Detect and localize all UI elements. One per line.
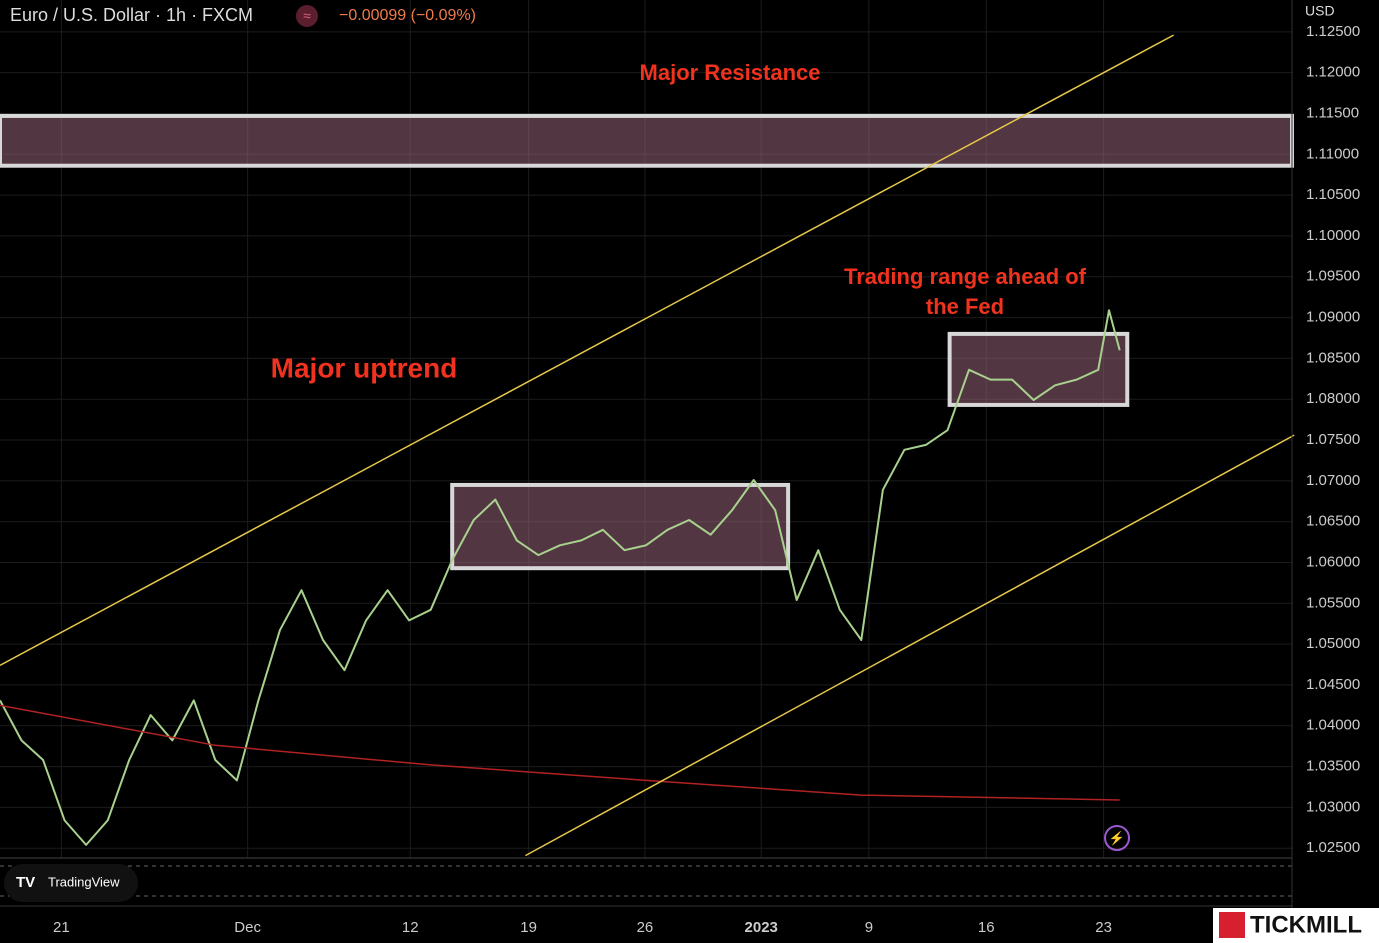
- y-tick-label: 1.07500: [1306, 431, 1360, 448]
- y-tick-label: 1.03000: [1306, 798, 1360, 815]
- moving-average: [0, 704, 1120, 801]
- tradingview-logo: TV: [16, 874, 35, 891]
- y-tick-label: 1.11500: [1306, 104, 1359, 121]
- tickmill-logo: [1219, 912, 1245, 938]
- y-tick-label: 1.08500: [1306, 349, 1360, 366]
- y-tick-label: 1.12000: [1306, 64, 1360, 81]
- grid: [0, 0, 1292, 858]
- y-tick-label: 1.12500: [1306, 23, 1360, 40]
- lightning-button[interactable]: [1104, 825, 1130, 851]
- annotation: the Fed: [926, 294, 1004, 319]
- x-tick-label: 12: [402, 919, 419, 936]
- x-tick-label: 16: [978, 919, 995, 936]
- y-tick-label: 1.04000: [1306, 717, 1360, 734]
- x-tick-label: 9: [865, 919, 873, 936]
- x-tick-label: 26: [637, 919, 654, 936]
- tickmill-text: TICKMILL: [1250, 911, 1362, 938]
- y-tick-label: 1.11000: [1306, 145, 1359, 162]
- y-tick-label: 1.09000: [1306, 309, 1360, 326]
- chart-title: Euro / U.S. Dollar · 1h · FXCM: [10, 5, 253, 25]
- y-tick-label: 1.10000: [1306, 227, 1360, 244]
- indicator-icon-glyph: ≈: [303, 8, 311, 24]
- indicator-icon[interactable]: [296, 5, 318, 27]
- x-tick-label: 21: [53, 919, 70, 936]
- tradingview-text: TradingView: [48, 874, 120, 889]
- y-tick-label: 1.05500: [1306, 594, 1360, 611]
- tradingview-badge[interactable]: [4, 864, 138, 902]
- price-line: [0, 309, 1121, 846]
- annotation: Major uptrend: [271, 352, 458, 383]
- y-tick-label: 1.05000: [1306, 635, 1360, 652]
- currency[interactable]: USD: [1305, 3, 1335, 19]
- lightning-glyph: ⚡: [1109, 830, 1125, 846]
- x-tick-label: 2023: [745, 919, 778, 936]
- y-tick-label: 1.02500: [1306, 839, 1360, 856]
- y-tick-label: 1.07000: [1306, 472, 1360, 489]
- x-tick-label: 19: [520, 919, 537, 936]
- zone: [0, 113, 1294, 168]
- trendline: [0, 34, 1174, 666]
- x-tick-label: 23: [1095, 919, 1112, 936]
- annotation: Trading range ahead of: [844, 264, 1087, 289]
- y-tick-label: 1.06500: [1306, 513, 1360, 530]
- y-tick-label: 1.06000: [1306, 553, 1360, 570]
- plot: [0, 34, 1295, 857]
- y-tick-label: 1.08000: [1306, 390, 1360, 407]
- trendline: [525, 434, 1295, 857]
- x-tick-label: Dec: [234, 919, 261, 936]
- y-tick-label: 1.09500: [1306, 268, 1360, 285]
- zone: [947, 331, 1130, 407]
- y-tick-label: 1.10500: [1306, 186, 1360, 203]
- y-tick-label: 1.04500: [1306, 676, 1360, 693]
- annotation: Major Resistance: [640, 60, 821, 85]
- zone: [450, 482, 791, 571]
- price-change: −0.00099 (−0.09%): [339, 7, 476, 24]
- y-tick-label: 1.03500: [1306, 758, 1360, 775]
